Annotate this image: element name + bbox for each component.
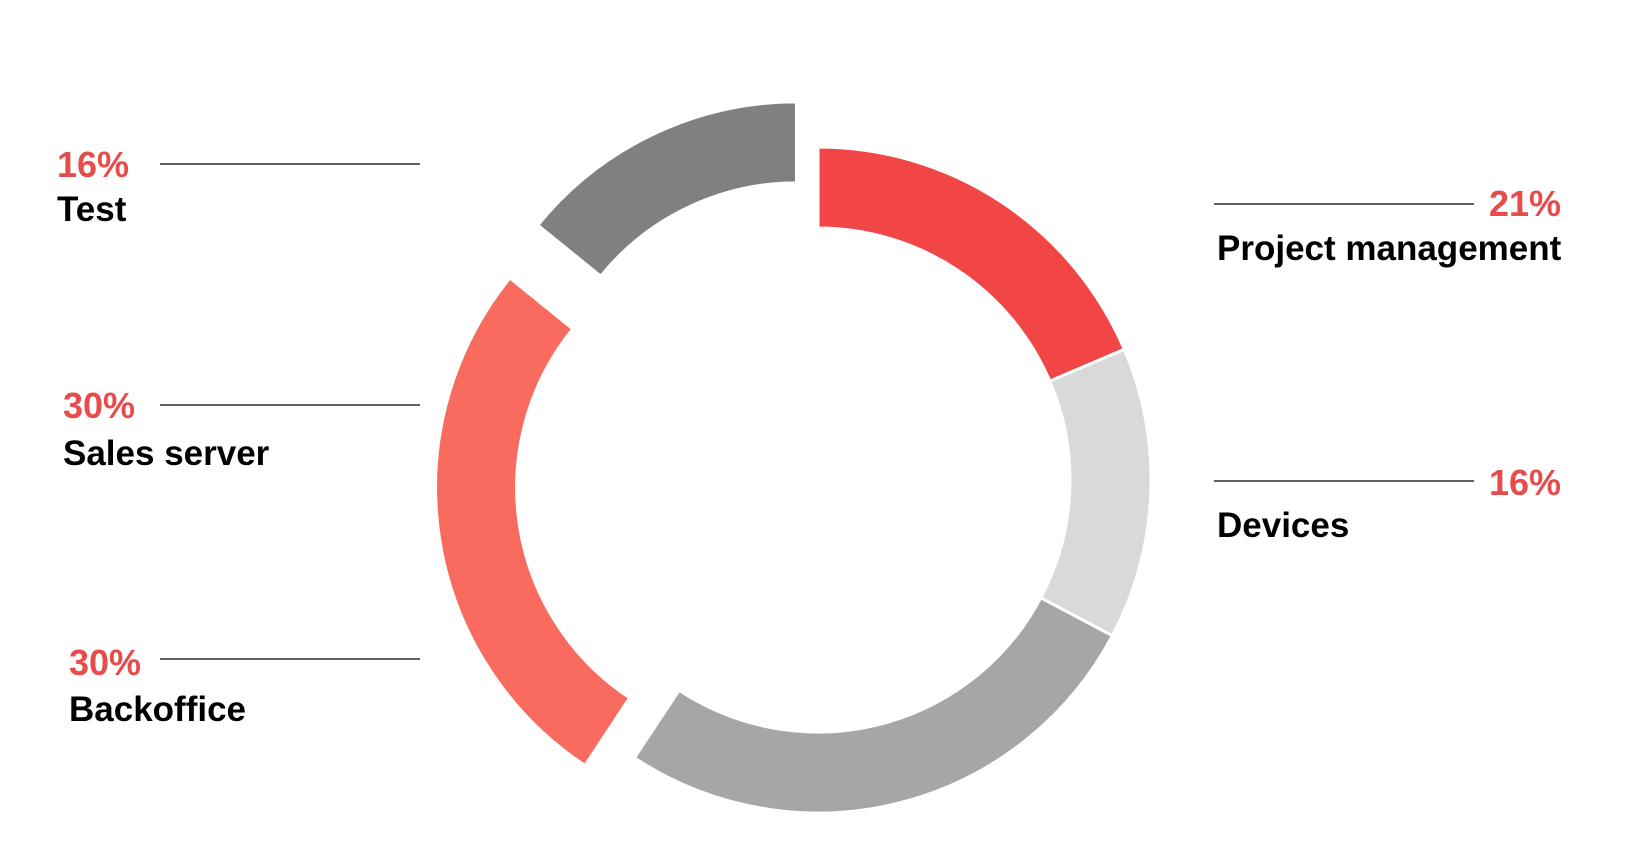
percent-label-backoffice: 30%: [69, 642, 141, 683]
category-label-devices: Devices: [1217, 506, 1349, 545]
category-label-backoffice: Backoffice: [69, 690, 246, 729]
donut-slice-sales-server: [434, 275, 632, 768]
donut-slice-project-management: [816, 145, 1127, 384]
category-label-project-management: Project management: [1217, 229, 1562, 268]
donut-slice-test: [535, 100, 798, 279]
category-label-sales-server: Sales server: [63, 434, 270, 473]
percent-label-devices: 16%: [1489, 462, 1561, 503]
category-label-test: Test: [57, 190, 127, 229]
donut-slices: [434, 100, 1153, 815]
percent-label-sales-server: 30%: [63, 385, 135, 426]
donut-slice-backoffice: [632, 595, 1115, 815]
donut-slice-devices: [1038, 347, 1153, 638]
percent-label-test: 16%: [57, 144, 129, 185]
percent-label-project-management: 21%: [1489, 183, 1561, 224]
